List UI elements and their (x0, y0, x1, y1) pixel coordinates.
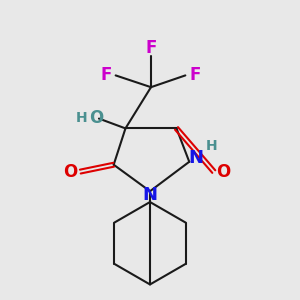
Text: O: O (217, 163, 231, 181)
Text: O: O (63, 163, 78, 181)
Text: F: F (145, 39, 157, 57)
Text: N: N (142, 186, 158, 204)
Text: H: H (76, 111, 87, 124)
Text: F: F (190, 66, 201, 84)
Text: N: N (189, 149, 204, 167)
Text: H: H (206, 139, 218, 153)
Text: O: O (89, 109, 103, 127)
Text: F: F (100, 66, 112, 84)
